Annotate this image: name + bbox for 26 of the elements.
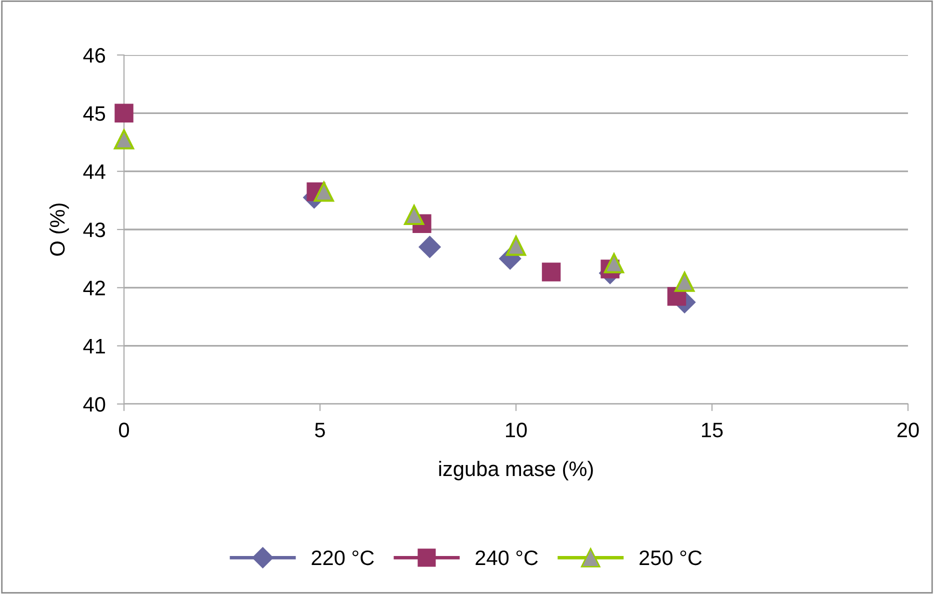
- y-axis-title: O (%): [49, 204, 69, 256]
- point: [542, 262, 561, 282]
- y-tick-label: 41: [83, 339, 105, 354]
- point: [674, 272, 695, 292]
- y-tick-label: 44: [83, 164, 106, 179]
- y-tick-label: 40: [83, 397, 106, 412]
- point: [604, 253, 624, 274]
- legend-label: 240 °C: [476, 550, 538, 566]
- point: [114, 104, 134, 123]
- x-tick-label: 15: [702, 422, 723, 438]
- y-tick-label: 46: [83, 48, 106, 63]
- point: [114, 129, 134, 150]
- legend-label: 250 °C: [640, 550, 702, 566]
- x-tick-label: 10: [506, 422, 527, 438]
- point: [506, 236, 526, 256]
- x-tick-label: 5: [315, 422, 325, 438]
- y-tick-label: 42: [83, 280, 105, 296]
- x-tick-label: 0: [119, 422, 129, 438]
- y-tick-label: 43: [83, 222, 106, 238]
- x-axis-title: izguba mase (%): [439, 460, 593, 480]
- point: [314, 182, 334, 202]
- legend-label: 220 °C: [312, 550, 374, 566]
- y-tick-label: 45: [83, 106, 106, 121]
- point: [404, 204, 424, 226]
- x-tick-label: 20: [897, 422, 919, 438]
- point: [418, 236, 441, 258]
